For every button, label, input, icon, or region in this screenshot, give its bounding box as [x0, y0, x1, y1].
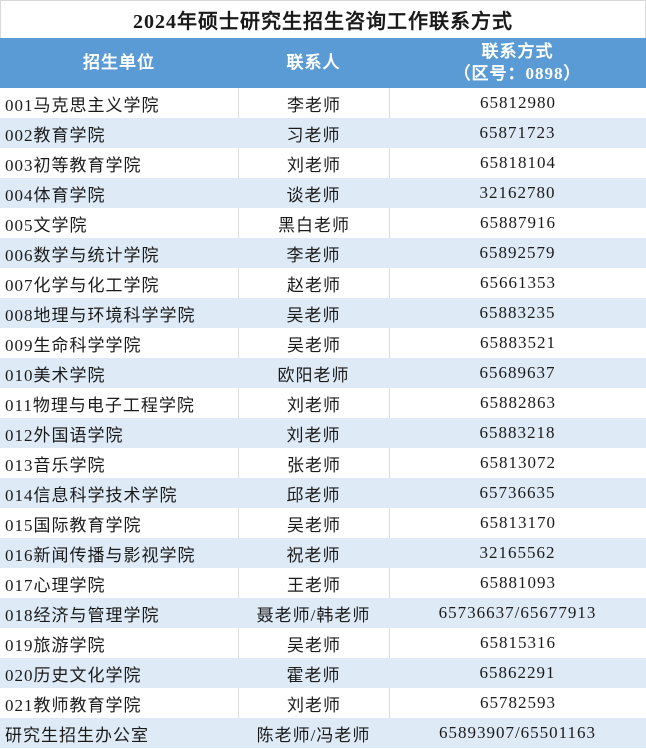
- table-row: 012外国语学院 刘老师 65883218: [0, 418, 646, 448]
- cell-phone: 65689637: [479, 363, 556, 382]
- cell-unit: 018经济与管理学院: [5, 605, 160, 625]
- cell-phone: 65661353: [389, 268, 646, 298]
- table-row: 018经济与管理学院 聂老师/韩老师 65736637/65677913: [0, 598, 646, 628]
- cell-contact: 习老师: [286, 125, 341, 145]
- cell-phone: 65736635: [479, 483, 556, 502]
- table-row: 001马克思主义学院 李老师 65812980: [0, 88, 646, 118]
- column-header-contact: 联系人: [238, 38, 389, 88]
- cell-contact: 欧阳老师: [277, 365, 350, 385]
- cell-contact: 黑白老师: [238, 208, 389, 238]
- cell-phone: 65883521: [389, 328, 646, 358]
- cell-contact: 聂老师/韩老师: [256, 605, 371, 625]
- table-row: 006数学与统计学院 李老师 65892579: [0, 238, 646, 268]
- cell-unit: 008地理与环境科学学院: [5, 305, 196, 325]
- table-row: 011物理与电子工程学院 刘老师 65882863: [0, 388, 646, 418]
- table-row: 004体育学院 谈老师 32162780: [0, 178, 646, 208]
- cell-contact: 张老师: [238, 448, 389, 478]
- cell-phone: 65813072: [389, 448, 646, 478]
- cell-unit: 005文学院: [5, 215, 88, 235]
- cell-contact: 祝老师: [286, 545, 341, 565]
- cell-unit: 019旅游学院: [5, 635, 106, 655]
- cell-unit: 012外国语学院: [5, 425, 124, 445]
- table-row: 014信息科学技术学院 邱老师 65736635: [0, 478, 646, 508]
- cell-contact: 霍老师: [286, 665, 341, 685]
- cell-unit: 020历史文化学院: [5, 665, 142, 685]
- table-row: 研究生招生办公室 陈老师/冯老师 65893907/65501163: [0, 718, 646, 748]
- cell-phone: 65882863: [389, 388, 646, 418]
- cell-contact: 刘老师: [238, 688, 389, 718]
- column-header-unit-label: 招生单位: [83, 53, 155, 72]
- table-row: 020历史文化学院 霍老师 65862291: [0, 658, 646, 688]
- cell-contact: 邱老师: [286, 485, 341, 505]
- cell-unit: 021教师教育学院: [5, 695, 142, 715]
- column-header-phone: 联系方式 （区号：0898）: [389, 38, 646, 88]
- table-row: 009生命科学学院 吴老师 65883521: [0, 328, 646, 358]
- table-row: 002教育学院 习老师 65871723: [0, 118, 646, 148]
- table-row: 007化学与化工学院 赵老师 65661353: [0, 268, 646, 298]
- cell-phone: 65782593: [389, 688, 646, 718]
- cell-contact: 王老师: [238, 568, 389, 598]
- cell-unit: 006数学与统计学院: [5, 245, 160, 265]
- cell-phone: 65815316: [389, 628, 646, 658]
- cell-contact: 吴老师: [238, 328, 389, 358]
- cell-contact: 李老师: [238, 88, 389, 118]
- cell-contact: 李老师: [286, 245, 341, 265]
- cell-unit: 001马克思主义学院: [5, 95, 160, 115]
- cell-phone: 32162780: [479, 183, 556, 202]
- table-row: 016新闻传播与影视学院 祝老师 32165562: [0, 538, 646, 568]
- column-header-unit: 招生单位: [0, 38, 238, 88]
- cell-contact: 吴老师: [238, 628, 389, 658]
- cell-phone: 65813170: [389, 508, 646, 538]
- table-row: 010美术学院 欧阳老师 65689637: [0, 358, 646, 388]
- cell-unit: 017心理学院: [5, 575, 106, 595]
- table-row: 013音乐学院 张老师 65813072: [0, 448, 646, 478]
- cell-phone: 65871723: [479, 123, 556, 142]
- cell-contact: 刘老师: [238, 148, 389, 178]
- cell-unit: 002教育学院: [5, 125, 106, 145]
- column-header-phone-label: 联系方式: [481, 42, 554, 61]
- cell-phone: 65887916: [389, 208, 646, 238]
- page-title: 2024年硕士研究生招生咨询工作联系方式: [0, 0, 646, 38]
- table-row: 003初等教育学院 刘老师 65818104: [0, 148, 646, 178]
- table-row: 021教师教育学院 刘老师 65782593: [0, 688, 646, 718]
- cell-unit: 013音乐学院: [5, 455, 106, 475]
- table-row: 008地理与环境科学学院 吴老师 65883235: [0, 298, 646, 328]
- cell-contact: 刘老师: [286, 425, 341, 445]
- cell-phone: 65862291: [479, 663, 556, 682]
- cell-contact: 吴老师: [286, 305, 341, 325]
- cell-contact: 刘老师: [238, 388, 389, 418]
- cell-phone: 65818104: [389, 148, 646, 178]
- cell-phone: 65881093: [389, 568, 646, 598]
- cell-unit: 011物理与电子工程学院: [5, 395, 195, 415]
- table-body: 001马克思主义学院 李老师 65812980 002教育学院 习老师 6587…: [0, 88, 646, 748]
- table-row: 017心理学院 王老师 65881093: [0, 568, 646, 598]
- column-header-phone-sublabel: （区号：0898）: [453, 64, 582, 83]
- column-header-contact-label: 联系人: [286, 53, 341, 72]
- cell-contact: 谈老师: [286, 185, 341, 205]
- cell-unit: 015国际教育学院: [5, 515, 142, 535]
- cell-unit: 014信息科学技术学院: [5, 485, 178, 505]
- cell-phone: 65883218: [479, 423, 556, 442]
- table-row: 005文学院 黑白老师 65887916: [0, 208, 646, 238]
- table-header: 招生单位 联系人 联系方式 （区号：0898）: [0, 38, 646, 88]
- cell-contact: 陈老师/冯老师: [256, 725, 371, 745]
- cell-contact: 吴老师: [238, 508, 389, 538]
- cell-phone: 32165562: [479, 543, 556, 562]
- cell-unit: 研究生招生办公室: [5, 725, 149, 745]
- table-row: 015国际教育学院 吴老师 65813170: [0, 508, 646, 538]
- cell-phone: 65812980: [389, 88, 646, 118]
- cell-unit: 004体育学院: [5, 185, 106, 205]
- cell-unit: 003初等教育学院: [5, 155, 142, 175]
- cell-unit: 010美术学院: [5, 365, 106, 385]
- table-row: 019旅游学院 吴老师 65815316: [0, 628, 646, 658]
- cell-unit: 007化学与化工学院: [5, 275, 160, 295]
- cell-unit: 009生命科学学院: [5, 335, 142, 355]
- cell-phone: 65736637/65677913: [438, 603, 597, 622]
- cell-phone: 65893907/65501163: [438, 723, 597, 742]
- cell-phone: 65892579: [479, 243, 556, 262]
- cell-contact: 赵老师: [238, 268, 389, 298]
- cell-unit: 016新闻传播与影视学院: [5, 545, 196, 565]
- cell-phone: 65883235: [479, 303, 556, 322]
